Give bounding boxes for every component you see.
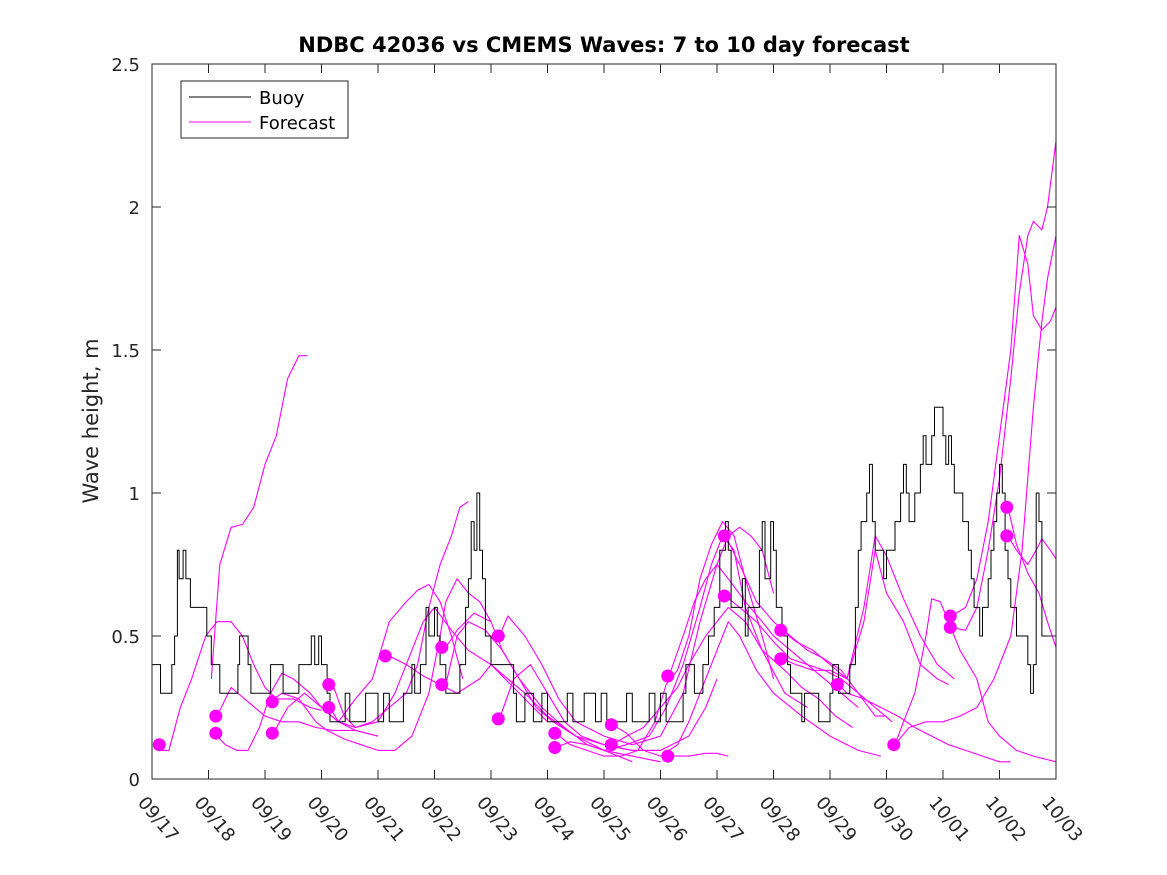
forecast-line-5	[273, 606, 548, 734]
forecast-marker-17	[661, 749, 675, 763]
x-tick-label: 09/19	[246, 793, 295, 846]
forecast-marker-11	[491, 712, 505, 726]
y-tick-label: 2	[129, 198, 140, 219]
forecast-marker-25	[943, 620, 957, 634]
forecast-line-19	[725, 535, 893, 723]
y-tick-label: 0.5	[111, 627, 140, 648]
forecast-line-3	[216, 686, 379, 737]
legend-buoy-label: Buoy	[259, 88, 305, 109]
forecast-line-14	[555, 535, 808, 751]
forecast-line-23	[838, 684, 1011, 763]
forecast-marker-26	[1000, 500, 1014, 514]
forecast-marker-7	[378, 649, 392, 663]
forecast-line-28	[1007, 507, 1056, 648]
forecast-line-12	[498, 526, 775, 746]
forecast-marker-19	[717, 589, 731, 603]
chart-title: NDBC 42036 vs CMEMS Waves: 7 to 10 day f…	[298, 33, 909, 57]
forecast-marker-22	[830, 678, 844, 692]
x-tick-label: 09/28	[755, 793, 804, 846]
y-axis: 0 0.5 1 1.5 2 2.5	[111, 55, 1056, 791]
y-axis-title: Wave height, m	[79, 338, 103, 503]
plot-background	[152, 64, 1056, 779]
x-tick-label: 09/23	[472, 793, 521, 846]
x-tick-label: 09/18	[190, 793, 239, 846]
plot-area	[152, 141, 1056, 763]
forecast-line-18	[669, 752, 729, 757]
y-tick-label: 0	[129, 770, 140, 791]
forecast-marker-6	[322, 701, 336, 714]
x-tick-label: 10/01	[924, 793, 973, 846]
x-tick-label: 09/27	[698, 793, 747, 846]
x-tick-label: 09/24	[529, 793, 578, 846]
forecast-marker-12	[548, 726, 562, 740]
x-tick-label: 09/22	[416, 793, 465, 846]
x-tick-label: 09/26	[642, 793, 691, 846]
buoy-line	[152, 406, 1056, 723]
forecast-marker-14	[604, 718, 618, 732]
forecast-marker-2	[209, 726, 223, 740]
forecast-marker-24	[943, 609, 957, 623]
forecast-line-13	[555, 521, 775, 757]
legend-box	[180, 80, 349, 139]
x-tick-label: 09/17	[133, 793, 182, 846]
forecast-marker-0	[152, 738, 166, 752]
x-tick-label: 09/20	[303, 793, 352, 846]
forecast-marker-5	[322, 678, 336, 692]
legend-forecast-label: Forecast	[259, 113, 335, 134]
x-tick-label: 09/30	[868, 793, 917, 846]
forecast-marker-9	[435, 678, 449, 692]
y-tick-label: 1.5	[111, 341, 140, 362]
forecast-marker-20	[774, 623, 788, 637]
forecast-line-21	[781, 549, 949, 686]
forecast-line-1	[210, 355, 308, 679]
forecast-marker-1	[209, 709, 223, 723]
forecast-marker-21	[774, 652, 788, 666]
forecast-marker-8	[435, 640, 449, 654]
forecast-line-4	[270, 578, 492, 751]
x-tick-label: 10/02	[981, 793, 1030, 846]
forecast-line-11	[498, 664, 718, 751]
forecast-line-0	[157, 621, 322, 751]
forecast-line-24	[894, 598, 1056, 763]
forecast-marker-23	[887, 738, 901, 752]
forecast-line-26	[951, 235, 1056, 617]
forecast-line-15	[612, 621, 882, 757]
y-tick-label: 1	[129, 484, 140, 505]
forecast-marker-13	[548, 741, 562, 754]
x-tick-label: 09/21	[359, 793, 408, 846]
forecast-line-25	[894, 235, 1056, 746]
x-tick-label: 09/25	[585, 793, 634, 846]
forecast-marker-27	[1000, 529, 1014, 543]
forecast-marker-16	[661, 669, 675, 683]
forecast-line-22	[781, 535, 955, 680]
forecast-line-17	[668, 563, 859, 708]
forecast-marker-15	[604, 738, 618, 752]
forecast-marker-4	[265, 726, 279, 740]
forecast-line-20	[725, 595, 887, 717]
forecast-marker-3	[265, 695, 279, 709]
forecast-marker-10	[491, 629, 505, 643]
y-tick-label: 2.5	[111, 55, 140, 76]
forecast-line-27	[951, 141, 1056, 631]
legend: Buoy Forecast	[180, 80, 349, 139]
forecast-marker-18	[717, 529, 731, 543]
x-tick-label: 10/03	[1037, 793, 1086, 846]
x-tick-label: 09/29	[811, 793, 860, 846]
